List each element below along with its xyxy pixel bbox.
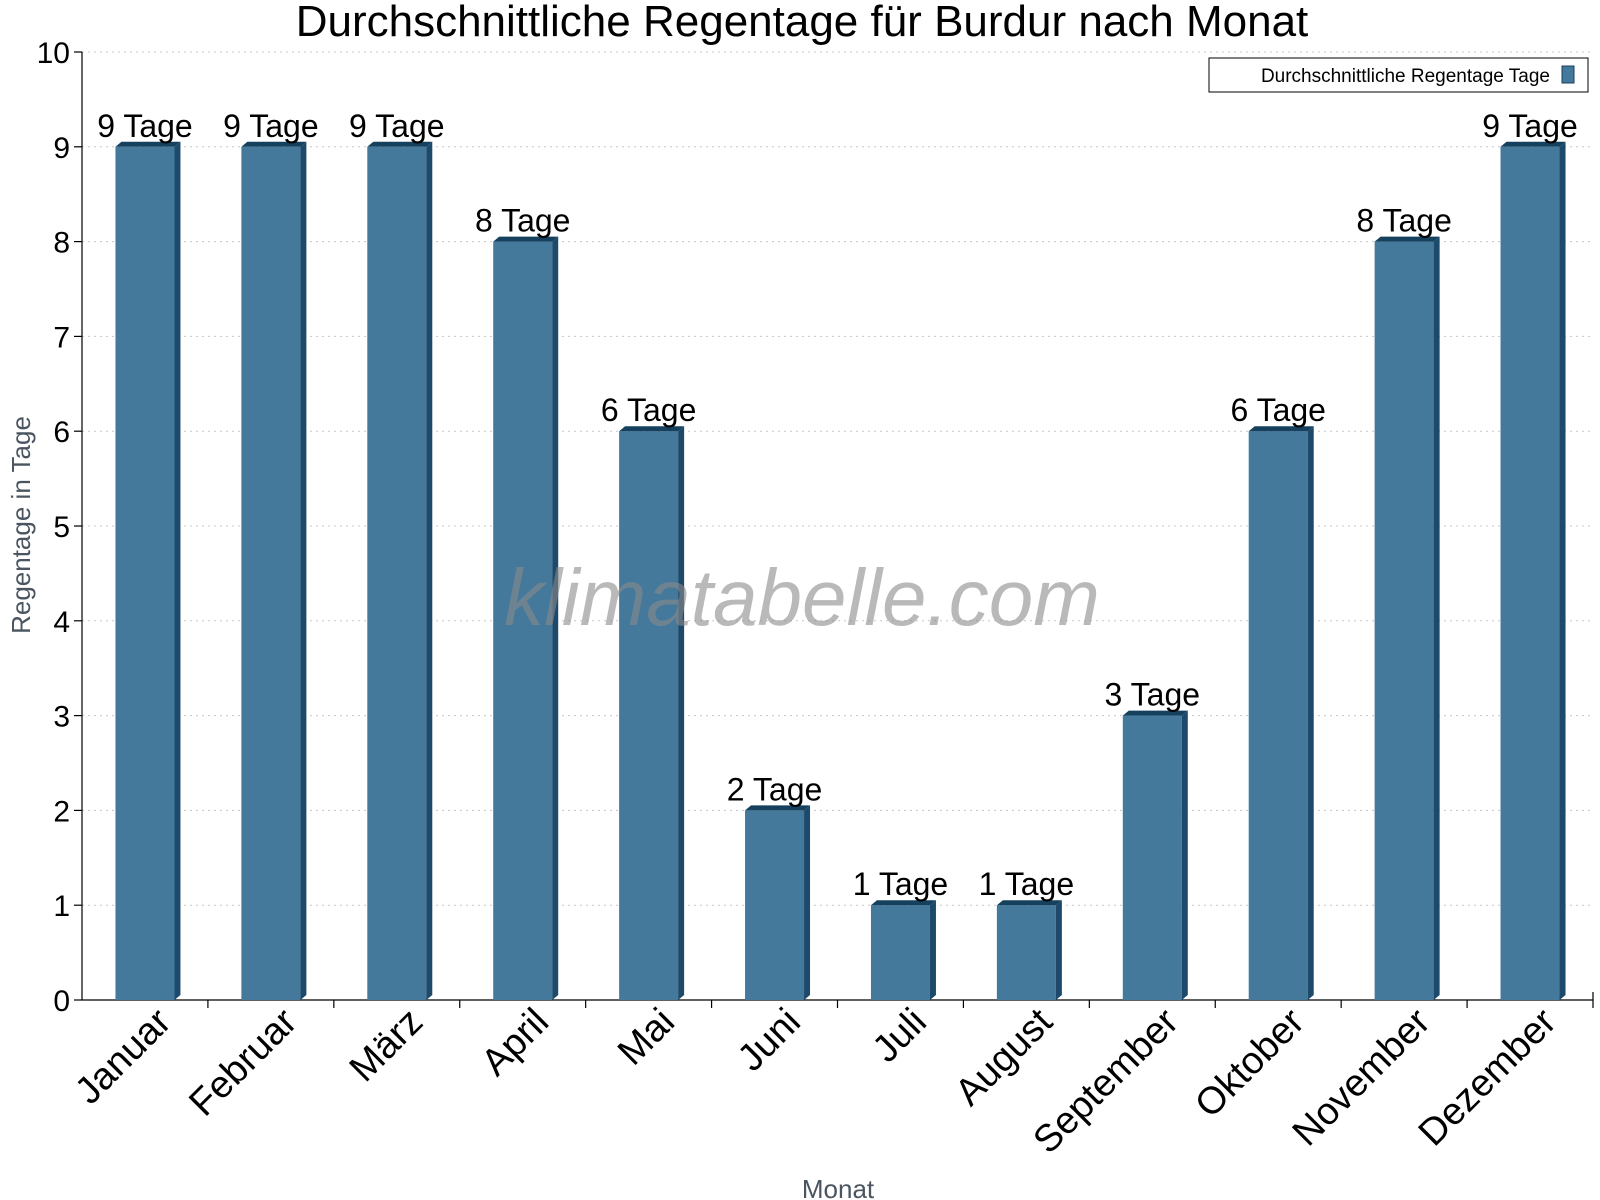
- bar: [745, 810, 805, 1000]
- y-tick-label: 5: [53, 511, 70, 544]
- x-tick-label: August: [947, 1000, 1061, 1114]
- legend-box: [1208, 57, 1589, 93]
- watermark: klimatabelle.com: [504, 553, 1100, 642]
- chart-title: Durchschnittliche Regentage für Burdur n…: [296, 0, 1309, 46]
- bar-side: [804, 805, 811, 1000]
- bar-side: [1433, 236, 1440, 1001]
- bar: [1248, 431, 1308, 1000]
- x-tick-label: Juli: [865, 1001, 935, 1071]
- bar: [115, 146, 175, 1001]
- y-tick-label: 4: [53, 606, 70, 639]
- bar-side: [678, 426, 685, 1000]
- bar-side: [1307, 426, 1314, 1000]
- bar-top: [1122, 710, 1188, 716]
- x-tick-label: Januar: [67, 1000, 179, 1112]
- bar-top: [996, 900, 1062, 906]
- x-tick-label: Dezember: [1411, 1000, 1565, 1154]
- x-tick-label: Oktober: [1187, 1000, 1313, 1126]
- bar-side: [300, 141, 307, 1001]
- legend: Durchschnittliche Regentage Tage: [1208, 57, 1589, 93]
- data-label: 1 Tage: [853, 866, 949, 902]
- bar: [996, 905, 1056, 1000]
- legend-swatch: [1561, 65, 1575, 84]
- y-tick-label: 3: [53, 701, 70, 734]
- y-tick-label: 6: [53, 416, 70, 449]
- data-label: 6 Tage: [601, 392, 697, 428]
- data-label: 1 Tage: [979, 866, 1075, 902]
- y-tick-label: 8: [53, 227, 70, 260]
- data-labels: 9 Tage 9 Tage 9 Tage 8 Tage 6 Tage 2 Tage 1 Ta…: [97, 108, 1578, 902]
- bar-top: [870, 900, 936, 906]
- bar-top: [241, 141, 307, 147]
- bar: [493, 241, 553, 1001]
- bar-top: [115, 141, 181, 147]
- y-tick-label: 2: [53, 795, 70, 828]
- x-tick-label: April: [474, 1001, 557, 1084]
- bars: [115, 141, 1566, 1001]
- x-tick-label: Mai: [610, 1001, 683, 1074]
- bar-side: [426, 141, 433, 1001]
- bar-top: [1248, 426, 1314, 432]
- bar: [1374, 241, 1434, 1001]
- bar-side: [1181, 710, 1188, 1000]
- x-tick-label: November: [1285, 1000, 1439, 1154]
- data-label: 9 Tage: [97, 108, 193, 144]
- data-label: 6 Tage: [1230, 392, 1326, 428]
- data-label: 8 Tage: [475, 203, 571, 239]
- bar-side: [1559, 141, 1566, 1001]
- y-tick-label: 7: [53, 321, 70, 354]
- y-tick-label: 10: [37, 37, 70, 70]
- bar-top: [619, 426, 685, 432]
- bar-top: [1500, 141, 1566, 147]
- data-label: 8 Tage: [1356, 203, 1452, 239]
- bar-side: [929, 900, 936, 1000]
- bar-side: [552, 236, 559, 1001]
- bar: [619, 431, 679, 1000]
- bar-side: [174, 141, 181, 1001]
- bar: [241, 146, 301, 1001]
- data-label: 2 Tage: [727, 771, 823, 807]
- bar: [870, 905, 930, 1000]
- bar: [1122, 715, 1182, 1000]
- axes: [74, 51, 1594, 1008]
- x-tick-label: März: [342, 1001, 431, 1090]
- bar: [367, 146, 427, 1001]
- x-tick-label: Februar: [181, 1000, 305, 1124]
- y-axis-title: Regentage in Tage: [6, 416, 36, 634]
- bar: [1500, 146, 1560, 1001]
- x-axis-title: Monat: [802, 1174, 875, 1200]
- legend-label: Durchschnittliche Regentage Tage: [1261, 66, 1550, 87]
- bar-top: [367, 141, 433, 147]
- data-label: 3 Tage: [1105, 677, 1201, 713]
- grid-lines: [82, 51, 1593, 906]
- data-label: 9 Tage: [1482, 108, 1578, 144]
- bar-side: [1055, 900, 1062, 1000]
- bar-top: [745, 805, 811, 811]
- y-tick-label: 9: [53, 132, 70, 165]
- x-tick-label: Juni: [730, 1001, 809, 1080]
- bar-top: [493, 236, 559, 242]
- y-tick-label: 1: [53, 890, 70, 923]
- data-label: 9 Tage: [349, 108, 445, 144]
- y-tick-label: 0: [53, 985, 70, 1018]
- bar-top: [1374, 236, 1440, 242]
- data-label: 9 Tage: [223, 108, 319, 144]
